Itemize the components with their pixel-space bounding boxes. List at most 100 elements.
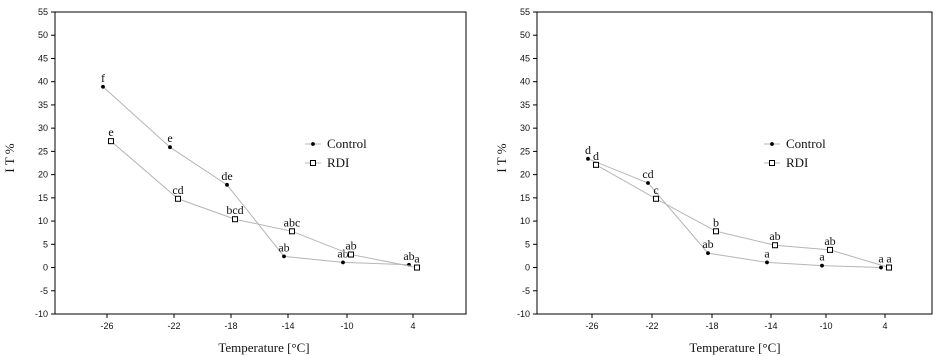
left-rdi-point xyxy=(414,264,420,271)
right-x-tick-label: -14 xyxy=(764,321,777,331)
left-x-axis-title: Temperature [°C] xyxy=(218,340,309,355)
right-rdi-significance-label: b xyxy=(713,215,719,229)
right-legend-label: Control xyxy=(786,136,826,151)
left-y-tick-label: 15 xyxy=(38,193,48,203)
left-rdi-point xyxy=(175,195,181,202)
right-control-significance-label: ab xyxy=(702,237,713,251)
right-control-point xyxy=(706,251,710,256)
right-x-tick-label: -18 xyxy=(705,321,718,331)
right-y-tick-label: 40 xyxy=(520,77,530,87)
left-x-tick-label: -22 xyxy=(167,321,180,331)
right-rdi-line xyxy=(595,164,890,269)
right-y-tick-label: -10 xyxy=(517,309,530,319)
right-y-tick-label: 5 xyxy=(525,239,530,249)
left-rdi-significance-label: e xyxy=(108,125,113,139)
left-y-tick-label: 5 xyxy=(43,239,48,249)
left-control-point xyxy=(282,254,286,259)
left-y-tick-label: 50 xyxy=(38,30,48,40)
left-rdi-significance-label: bcd xyxy=(226,203,243,217)
right-rdi-point xyxy=(713,228,719,235)
right-rdi-point xyxy=(653,195,659,202)
right-control-significance-label: cd xyxy=(642,167,653,181)
left-x-tick-label: -26 xyxy=(100,321,113,331)
right-control-point xyxy=(879,265,883,270)
right-control-significance-label: d xyxy=(585,143,591,157)
left-control-significance-label: f xyxy=(101,71,105,85)
right-control-significance-label: a xyxy=(819,250,825,264)
right-rdi-significance-label: a xyxy=(886,252,892,266)
left-x-tick-label: -14 xyxy=(281,321,294,331)
left-y-tick-label: 10 xyxy=(38,216,48,226)
left-y-tick-label: 20 xyxy=(38,170,48,180)
left-control-point xyxy=(225,182,229,187)
left-rdi-significance-label: abc xyxy=(284,215,301,229)
right-y-tick-label: 15 xyxy=(520,193,530,203)
left-x-tick-label: 4 xyxy=(410,321,415,331)
left-y-tick-label: 40 xyxy=(38,77,48,87)
right-y-tick-label: 55 xyxy=(520,7,530,17)
left-control-significance-label: ab xyxy=(403,249,414,263)
right-rdi-significance-label: ab xyxy=(824,234,835,248)
left-control-point xyxy=(168,145,172,150)
left-y-tick-label: 25 xyxy=(38,146,48,156)
left-control-significance-label: de xyxy=(221,169,232,183)
right-legend-label: RDI xyxy=(786,155,808,170)
right-x-tick-label: -22 xyxy=(645,321,658,331)
left-control-significance-label: ab xyxy=(337,246,348,260)
left-rdi-significance-label: cd xyxy=(172,183,183,197)
left-control-significance-label: e xyxy=(167,131,172,145)
right-control-line xyxy=(587,158,882,269)
right-rdi-point xyxy=(593,161,599,168)
right-rdi-significance-label: c xyxy=(653,183,658,197)
right-x-tick-label: 4 xyxy=(882,321,887,331)
left-chart: Temperature [°C] I T % -10 -5 0 5 10 15 20 25 30… xyxy=(2,7,467,355)
right-control-point xyxy=(765,260,769,265)
right-legend-marker xyxy=(770,142,774,146)
left-legend-label: Control xyxy=(327,136,367,151)
right-control-significance-label: a xyxy=(764,246,770,260)
left-y-tick-label: 55 xyxy=(38,7,48,17)
right-y-tick-label: 25 xyxy=(520,146,530,156)
right-x-tick-label: -26 xyxy=(585,321,598,331)
left-control-point xyxy=(101,84,105,89)
left-legend-marker xyxy=(311,142,315,146)
right-y-tick-label: 50 xyxy=(520,30,530,40)
left-y-tick-label: 45 xyxy=(38,53,48,63)
left-rdi-point xyxy=(232,216,238,223)
right-y-tick-label: 0 xyxy=(525,263,530,273)
left-rdi-point xyxy=(348,251,354,258)
left-y-tick-label: 35 xyxy=(38,100,48,110)
right-rdi-point xyxy=(827,246,833,253)
left-y-tick-label: -5 xyxy=(40,286,48,296)
left-plot-frame xyxy=(54,11,467,315)
left-control-point xyxy=(341,260,345,265)
right-y-tick-label: 10 xyxy=(520,216,530,226)
right-y-tick-label: 20 xyxy=(520,170,530,180)
right-chart: Temperature [°C] I T % -10 -5 0 5 10 15 20 25 30… xyxy=(494,7,933,355)
right-y-tick-label: 45 xyxy=(520,53,530,63)
left-y-axis-title: I T % xyxy=(2,143,17,172)
left-x-tick-label: -10 xyxy=(340,321,353,331)
left-rdi-point xyxy=(289,228,295,235)
right-y-tick-label: 30 xyxy=(520,123,530,133)
right-rdi-significance-label: d xyxy=(593,149,599,163)
left-rdi-significance-label: a xyxy=(414,252,420,266)
right-rdi-point xyxy=(886,264,892,271)
right-control-point xyxy=(646,181,650,185)
left-y-tick-label: 0 xyxy=(43,263,48,273)
right-control-point xyxy=(586,156,590,161)
left-legend-label: RDI xyxy=(327,155,349,170)
left-y-tick-label: -10 xyxy=(35,309,48,319)
right-plot-frame xyxy=(536,11,933,315)
left-x-tick-label: -18 xyxy=(224,321,237,331)
left-legend-marker xyxy=(310,160,316,166)
left-y-tick-label: 30 xyxy=(38,123,48,133)
left-control-significance-label: ab xyxy=(278,240,289,254)
left-rdi-line xyxy=(110,140,418,269)
right-x-axis-title: Temperature [°C] xyxy=(689,340,780,355)
right-control-significance-label: a xyxy=(878,252,884,266)
right-legend-marker xyxy=(769,160,775,166)
right-y-axis-title: I T % xyxy=(494,143,509,172)
right-x-tick-label: -10 xyxy=(819,321,832,331)
left-rdi-point xyxy=(108,138,114,145)
